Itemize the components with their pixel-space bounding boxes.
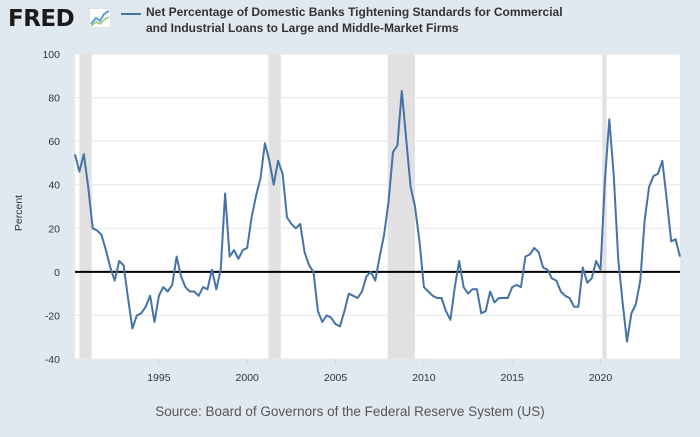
fred-logo[interactable]: FRED (8, 6, 75, 32)
y-tick-label: 40 (48, 180, 60, 192)
y-tick-label: -40 (45, 354, 60, 366)
x-tick-label: 2010 (412, 372, 436, 384)
y-tick-label: 100 (42, 49, 60, 61)
plot-area (75, 54, 680, 359)
x-tick-label: 2015 (501, 372, 525, 384)
source-note: Source: Board of Governors of the Federa… (155, 404, 545, 419)
line-chart: -40 -20 0 20 40 60 80 100 1995 2000 2005 2010 2015 2… (13, 49, 681, 384)
y-tick-label: -20 (45, 310, 60, 322)
x-tick-label: 2020 (589, 372, 613, 384)
recession-band (268, 54, 281, 359)
y-tick-label: 20 (48, 223, 60, 235)
x-tick-label: 2005 (324, 372, 348, 384)
legend-swatch (121, 13, 141, 15)
x-tick-label: 1995 (147, 372, 171, 384)
legend-label: Net Percentage of Domestic Banks Tighten… (146, 5, 563, 35)
line-graph-icon (89, 8, 111, 28)
x-tick-label: 2000 (236, 372, 260, 384)
y-tick-label: 60 (48, 136, 60, 148)
y-tick-label: 80 (48, 93, 60, 105)
chart-header: FRED Net Percentage of Domestic Banks Ti… (0, 0, 700, 48)
y-axis-label: Percent (13, 195, 25, 231)
series-line (74, 90, 681, 343)
y-tick-label: 0 (54, 267, 60, 279)
recession-band (79, 54, 92, 359)
